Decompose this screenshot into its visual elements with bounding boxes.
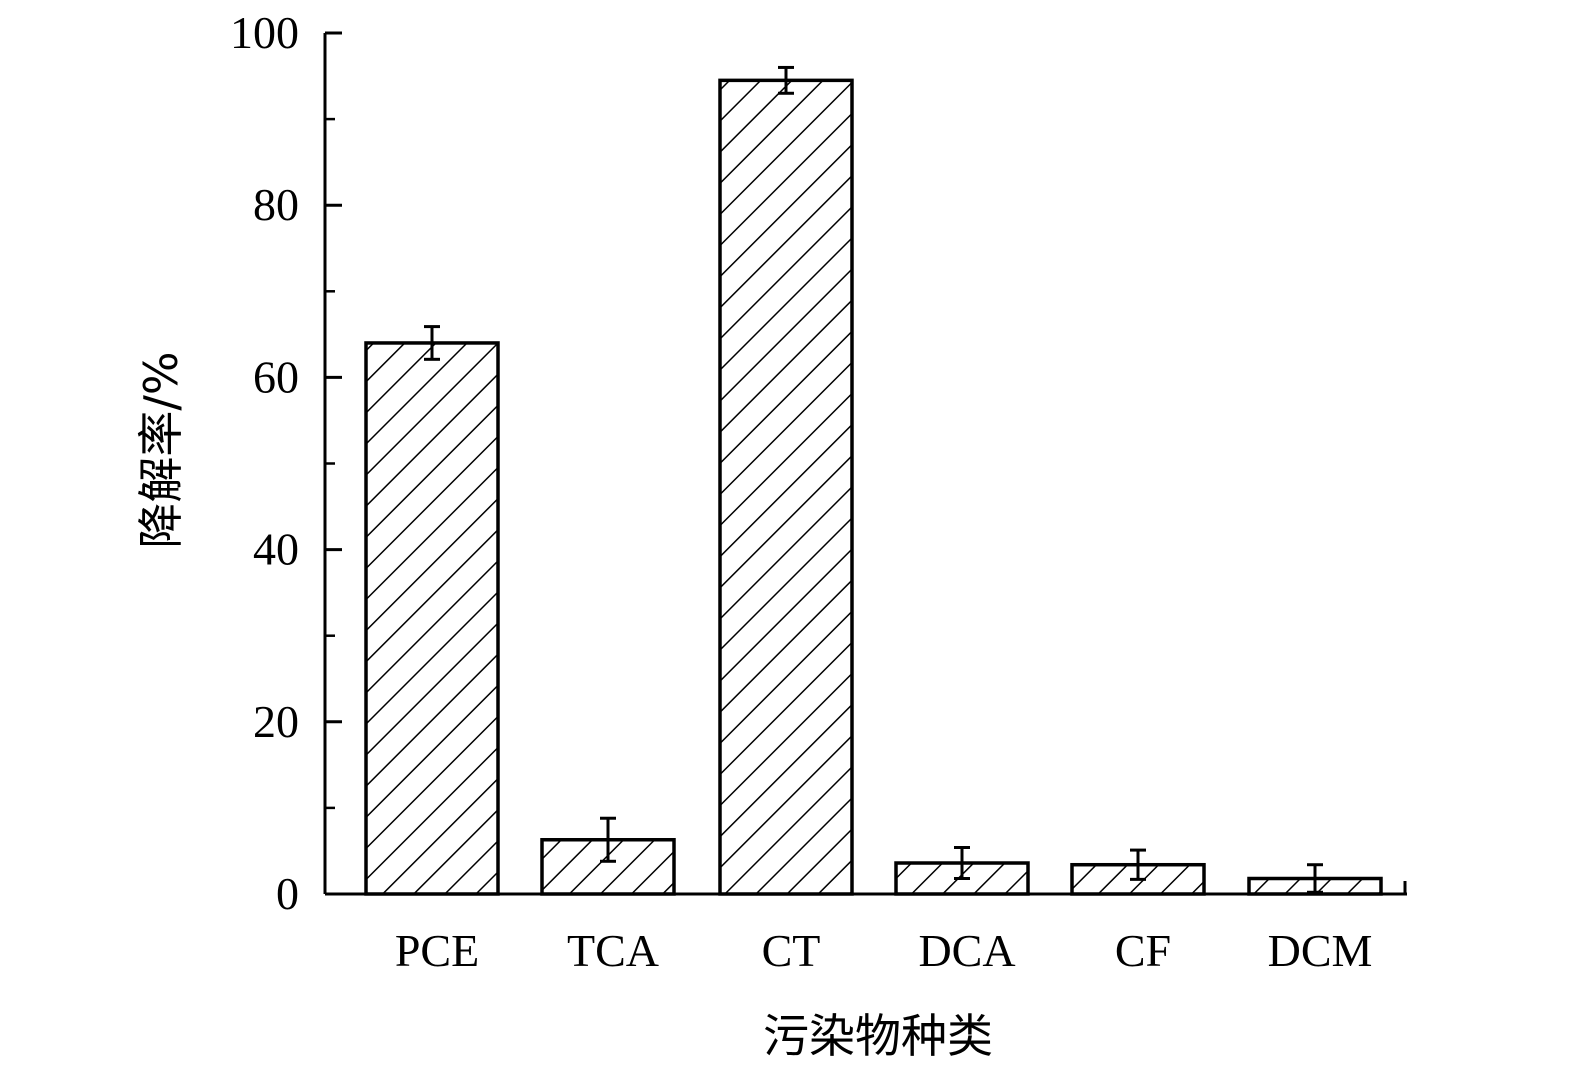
y-tick-label: 20	[253, 696, 299, 747]
x-tick-label-cf: CF	[1115, 925, 1171, 976]
x-tick-label-dca: DCA	[918, 925, 1015, 976]
x-tick-label-ct: CT	[762, 925, 821, 976]
y-tick-label: 60	[253, 351, 299, 402]
y-tick-label: 0	[276, 868, 299, 919]
y-tick-label: 80	[253, 179, 299, 230]
y-axis-ticks: 0 20 40 60 80 100	[230, 7, 342, 919]
x-tick-label-dcm: DCM	[1268, 925, 1373, 976]
x-axis-title: 污染物种类	[763, 1009, 993, 1063]
y-axis-title: 降解率/%	[134, 351, 188, 548]
x-tick-label-tca: TCA	[567, 925, 659, 976]
bar-pce	[364, 341, 500, 896]
bar-ct	[718, 78, 854, 896]
x-axis-tick-labels: PCE TCA CT DCA CF DCM	[395, 925, 1373, 976]
y-tick-label: 40	[253, 524, 299, 575]
error-bars	[424, 65, 1323, 894]
bars	[364, 78, 1383, 896]
x-tick-label-pce: PCE	[395, 925, 479, 976]
y-tick-label: 100	[230, 7, 299, 58]
